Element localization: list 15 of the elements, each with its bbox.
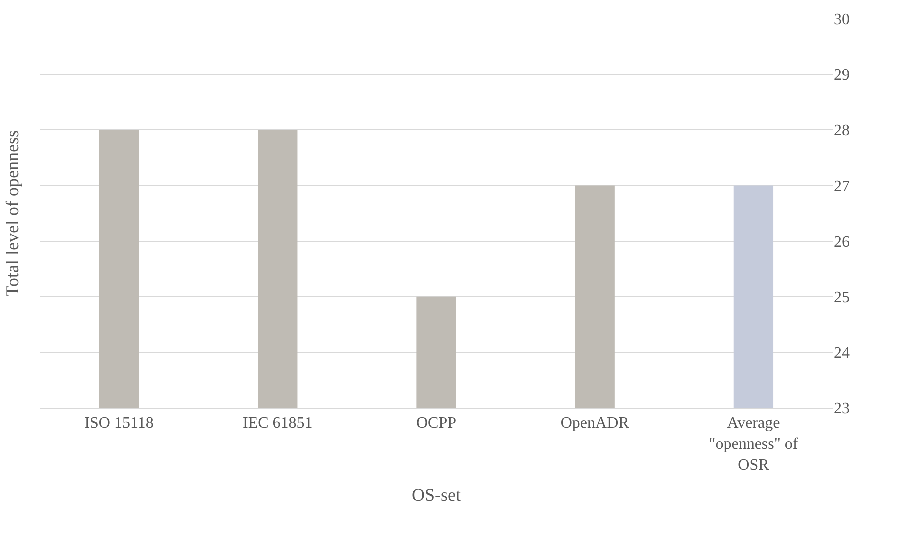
x-tick-label: Average "openness" of OSR <box>709 415 799 474</box>
y-tick-label: 25 <box>834 289 850 306</box>
y-tick-label: 27 <box>834 178 850 196</box>
x-tick-label: ISO 15118 <box>84 415 154 432</box>
y-tick-label: 26 <box>834 234 850 251</box>
y-tick-label: 23 <box>834 400 850 418</box>
x-tick-label: OCPP <box>416 415 457 432</box>
y-axis-title: Total level of openness <box>2 130 23 297</box>
y-tick-label: 30 <box>834 12 850 29</box>
y-tick-label: 24 <box>834 345 850 362</box>
x-axis-title: OS-set <box>412 484 461 505</box>
y-tick-label: 29 <box>834 67 850 84</box>
x-tick-label: IEC 61851 <box>243 415 313 432</box>
x-tick-label: OpenADR <box>560 415 630 432</box>
y-tick-label: 28 <box>834 122 850 140</box>
